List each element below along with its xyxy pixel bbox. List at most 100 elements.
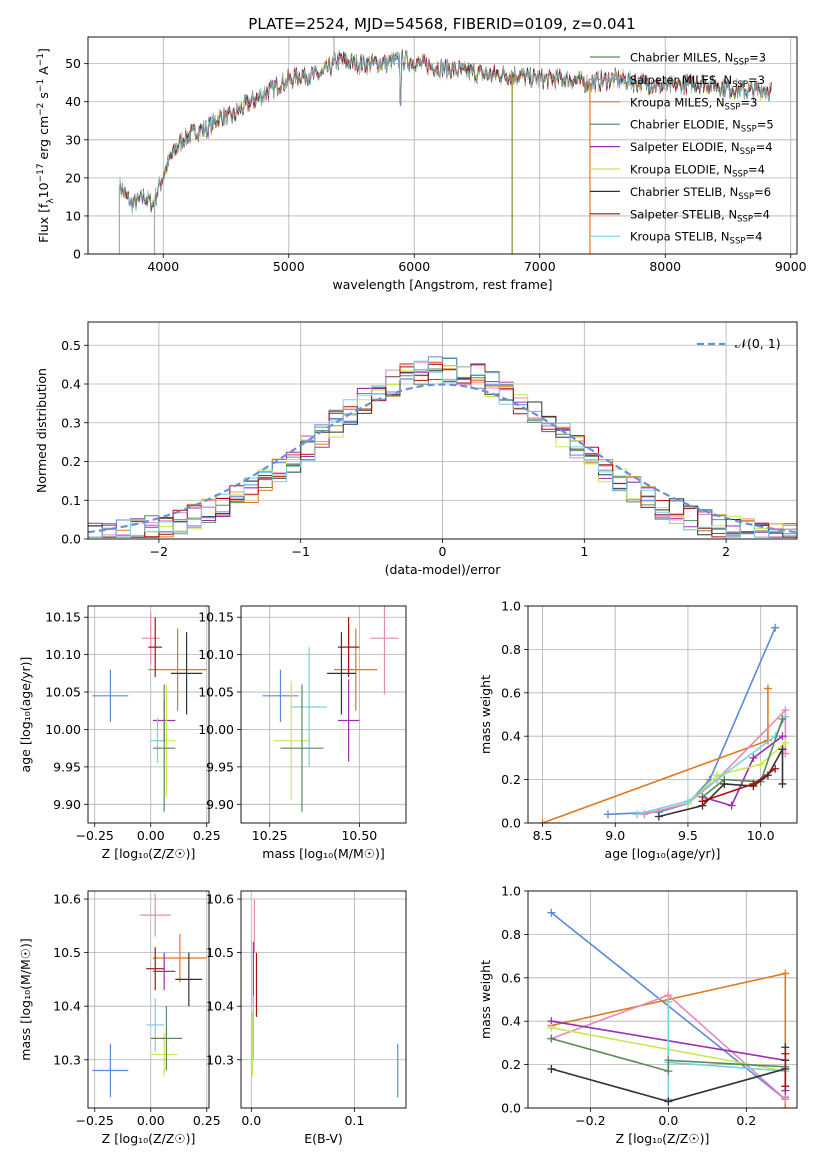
panel-mass-weight-vs-age: 8.5 9.0 9.5 10.0 0.0 0.2 0.4 0.6 0.8 1.0 age [log₁… [478, 599, 798, 861]
y-tick-label: 9.90 [206, 797, 234, 812]
y-tick-label: 1.0 [501, 599, 521, 614]
legend-tail: =3 [740, 95, 757, 109]
weight-marker [603, 810, 612, 819]
y-axis-label-part: A [36, 66, 51, 79]
plot-area [262, 606, 399, 812]
y-axis-label-part: −2 [36, 103, 46, 116]
weight-marker [781, 738, 790, 747]
x-tick-label: 0.0 [658, 1113, 678, 1128]
legend-label: Chabrier STELIB, NSSP=6 [630, 185, 771, 202]
y-tick-label: 9.90 [53, 797, 81, 812]
weight-marker [654, 812, 663, 821]
weight-line [687, 742, 786, 805]
legend-label: Chabrier MILES, NSSP=3 [630, 51, 766, 68]
panel-mass-weight-vs-Z: −0.2 0.0 0.2 0.0 0.2 0.4 0.6 0.8 1.0 Z [log₁₀(Z/Z… [478, 884, 798, 1146]
y-tick-label: 40 [65, 94, 81, 109]
y-tick-label: 0 [73, 247, 81, 262]
weight-marker [771, 764, 780, 773]
x-tick-label: 0.0 [241, 1113, 261, 1128]
weight-marker [781, 1104, 790, 1108]
weight-marker [781, 1095, 790, 1104]
plot-area [92, 611, 207, 812]
y-axis-label: mass weight [478, 960, 493, 1039]
x-axis-label: age [log₁₀(age/yr)] [605, 846, 721, 861]
x-tick-label: 4000 [147, 259, 179, 274]
legend-label: Kroupa MILES, NSSP=3 [630, 95, 757, 112]
axes-frame [240, 605, 407, 824]
legend-text: Chabrier ELODIE, N [630, 118, 741, 132]
y-tick-label: 0.5 [61, 338, 81, 353]
x-tick-label: 0.25 [193, 1113, 221, 1128]
x-tick-label: −0.25 [76, 828, 114, 843]
weight-line [667, 1001, 786, 1100]
y-tick-label: 0.1 [61, 493, 81, 508]
x-tick-label: 9.0 [605, 828, 625, 843]
y-tick-label: 0.8 [501, 642, 521, 657]
errorbar-point [92, 669, 129, 722]
weight-marker [781, 1049, 790, 1058]
panel-mass-vs-ebv: 0.0 0.1 10.3 10.4 10.5 10.6 E(B-V) [206, 890, 407, 1146]
y-tick-label: 9.95 [53, 759, 81, 774]
y-tick-label: 20 [65, 170, 81, 185]
histogram-series [88, 360, 797, 538]
x-tick-label: 7000 [524, 259, 556, 274]
x-axis-label: Z [log₁₀(Z/Z☉)] [102, 846, 196, 861]
weight-marker [778, 732, 787, 741]
errorbar-point [146, 947, 165, 991]
x-tick-label: 8000 [649, 259, 681, 274]
legend-sub: SSP [733, 58, 749, 68]
weight-marker [756, 760, 765, 769]
weight-marker [778, 714, 787, 723]
y-tick-label: 10.15 [45, 610, 81, 625]
x-axis-label: (data-model)/error [385, 562, 502, 577]
legend-tail: =4 [753, 207, 770, 221]
y-axis-label-part: λ [46, 198, 56, 204]
y-tick-label: 10.00 [198, 722, 234, 737]
y-tick-label: 10.10 [45, 647, 81, 662]
axes-frame [87, 605, 210, 824]
errorbar-point [152, 933, 207, 983]
legend-tail: =3 [748, 73, 765, 87]
x-tick-label: 0.2 [736, 1113, 756, 1128]
chart-title: PLATE=2524, MJD=54568, FIBERID=0109, z=0… [248, 15, 635, 33]
legend-label: Salpeter MILES, NSSP=3 [630, 73, 765, 90]
y-tick-label: 10.05 [198, 685, 234, 700]
x-tick-label: 10.0 [747, 828, 775, 843]
y-tick-label: 0.3 [61, 415, 81, 430]
x-axis-label: E(B-V) [304, 1131, 343, 1146]
x-tick-label: 1 [580, 544, 588, 559]
y-tick-label: 10.3 [206, 1052, 234, 1067]
legend-tail: =5 [757, 118, 774, 132]
weight-marker [713, 771, 722, 780]
weight-marker [547, 1064, 556, 1073]
axes-frame [240, 890, 407, 1109]
y-tick-label: 0.2 [501, 772, 521, 787]
errorbar-point [148, 617, 162, 678]
y-tick-label: 0.8 [501, 927, 521, 942]
legend-tail: =4 [756, 140, 773, 154]
weight-marker [781, 969, 790, 978]
y-axis-label-part: −1 [36, 79, 46, 92]
errorbar-point [327, 632, 356, 715]
y-tick-label: 0.0 [501, 816, 521, 831]
plot-area [538, 623, 790, 823]
weight-marker [781, 1082, 790, 1091]
y-tick-label: 1.0 [501, 884, 521, 899]
y-tick-label: 10.15 [198, 610, 234, 625]
legend-text: Kroupa ELODIE, N [630, 163, 732, 177]
legend-sub: SSP [730, 237, 746, 247]
x-tick-label: 10.25 [252, 828, 288, 843]
axes-frame [527, 605, 798, 824]
x-axis-label: Z [log₁₀(Z/Z☉)] [102, 1131, 196, 1146]
normal-curve [88, 383, 797, 534]
weight-marker [664, 1056, 673, 1065]
x-tick-label: 6000 [398, 259, 430, 274]
legend-tail: =6 [754, 185, 771, 199]
errorbar-point [337, 679, 360, 762]
errorbar-point [175, 952, 203, 1007]
weight-marker [778, 779, 787, 788]
x-axis-label: mass [log₁₀(M/M☉)] [262, 846, 384, 861]
y-tick-label: 0.4 [501, 729, 521, 744]
x-tick-label: 0.00 [137, 828, 165, 843]
axes-frame [87, 36, 798, 255]
